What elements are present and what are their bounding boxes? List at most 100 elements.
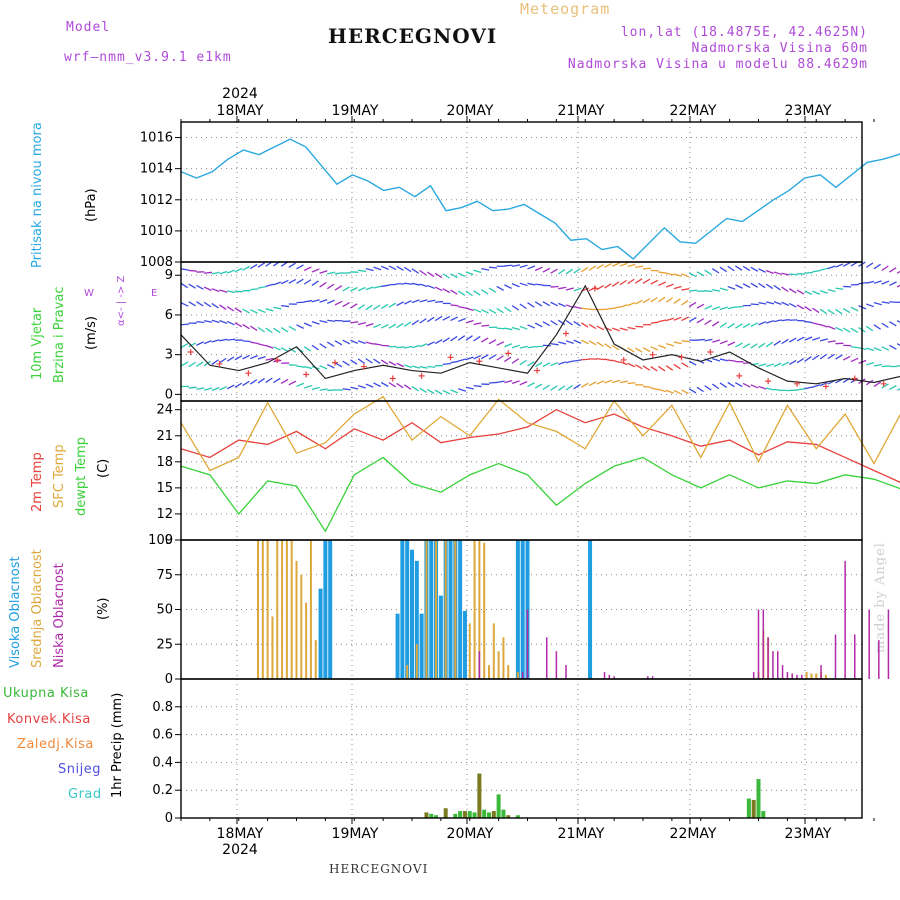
wind-barb [712,339,721,343]
wind-barb [504,284,512,289]
wind-barb [542,384,550,390]
wind-barb [881,346,890,351]
wind-barb [758,268,766,273]
wind-barb [550,268,558,274]
wind-barb [873,280,882,284]
wind-barb [542,301,551,307]
wind-barb [735,265,743,271]
wind-barb [881,322,889,329]
wind-barb [211,319,220,324]
sfc-temp-line [180,395,900,472]
wind-barb [303,266,312,272]
wind-barb [419,387,427,394]
wind-barb [434,389,443,395]
wind-barb [488,381,498,384]
wind-barb [804,386,813,390]
wind-barb [350,303,358,309]
y-tick-label: 25 [156,637,173,652]
wind-barb [326,341,335,347]
wind-barb [804,320,813,324]
wind-barb [819,381,828,387]
wind-barb [234,322,243,328]
wind-barb [442,288,451,294]
wind-barb [296,382,305,388]
wind-barb [342,339,351,345]
precip-bar [751,799,756,818]
wind-barb [450,316,459,322]
wind-barb [373,266,382,271]
mid-cloud-bar [468,623,471,679]
wind-barb [750,303,759,306]
wind-barb [211,387,220,392]
wind-barb [665,342,674,347]
wind-barb [442,337,450,343]
wind-barb [619,304,628,308]
wind-barb [619,327,628,331]
wind-barb [781,318,790,322]
wind-barb [704,385,712,391]
wind-barb [612,379,621,384]
mid-cloud-bar [507,665,510,679]
wind-barb [673,273,682,277]
wind-barb [534,361,543,368]
wind-barb [873,363,882,367]
wind-barb [519,325,528,330]
wind-barb [434,339,443,345]
wind-barb [427,316,435,323]
wind-barb [588,340,597,346]
wind-barb [519,345,528,349]
wind-barb [342,360,350,366]
gust-marker [591,285,598,292]
wind-barb [442,389,451,395]
wind-barb [265,344,274,349]
y-tick-label: 0.4 [152,755,173,770]
wind-barb [681,300,689,306]
wind-barb [419,365,428,369]
wind-barb [350,321,359,324]
wind-barb [280,279,289,285]
wind-barb [673,285,682,290]
wind-barb [727,381,735,388]
wind-barb [773,284,781,291]
wind-barb [511,358,520,364]
wind-barb [227,290,236,294]
wind-speed-line [180,284,900,385]
gust-marker [794,380,800,387]
wind-barb [827,288,836,293]
wind-barb [465,307,474,311]
low-cloud-bar [565,665,567,679]
wind-barb [288,262,296,268]
wind-barb [558,341,567,345]
wind-barb [450,389,459,394]
wind-barb [227,338,236,341]
wind-barb [573,320,581,327]
wind-barb [596,285,605,291]
y-tick-label: 1014 [140,162,173,177]
wind-barb [881,280,890,285]
low-cloud-bar [878,640,880,679]
wind-barb [688,388,697,394]
wind-barb [634,347,643,353]
wind-barb [273,306,282,310]
mid-cloud-bar [305,602,308,679]
mid-cloud-bar [309,540,312,679]
wind-barb [604,307,613,311]
wind-barb [581,339,589,345]
low-cloud-bar [796,674,798,679]
high-cloud-bar [400,540,405,679]
wind-barb [804,271,813,274]
wind-barb [673,316,682,321]
wind-barb [219,338,228,342]
wind-barb [288,347,297,353]
low-cloud-bar [546,637,548,679]
mid-cloud-bar [815,673,818,679]
wind-barb [573,305,582,310]
legend-snow: Snijeg [58,762,101,777]
wind-barb [488,339,497,345]
wind-barb [257,377,265,384]
wind-barb [896,320,900,323]
wind-barb [642,267,652,270]
wind-barb [504,306,512,313]
wind-barb [265,377,273,384]
footer-city: HERCEGNOVI [329,862,429,876]
